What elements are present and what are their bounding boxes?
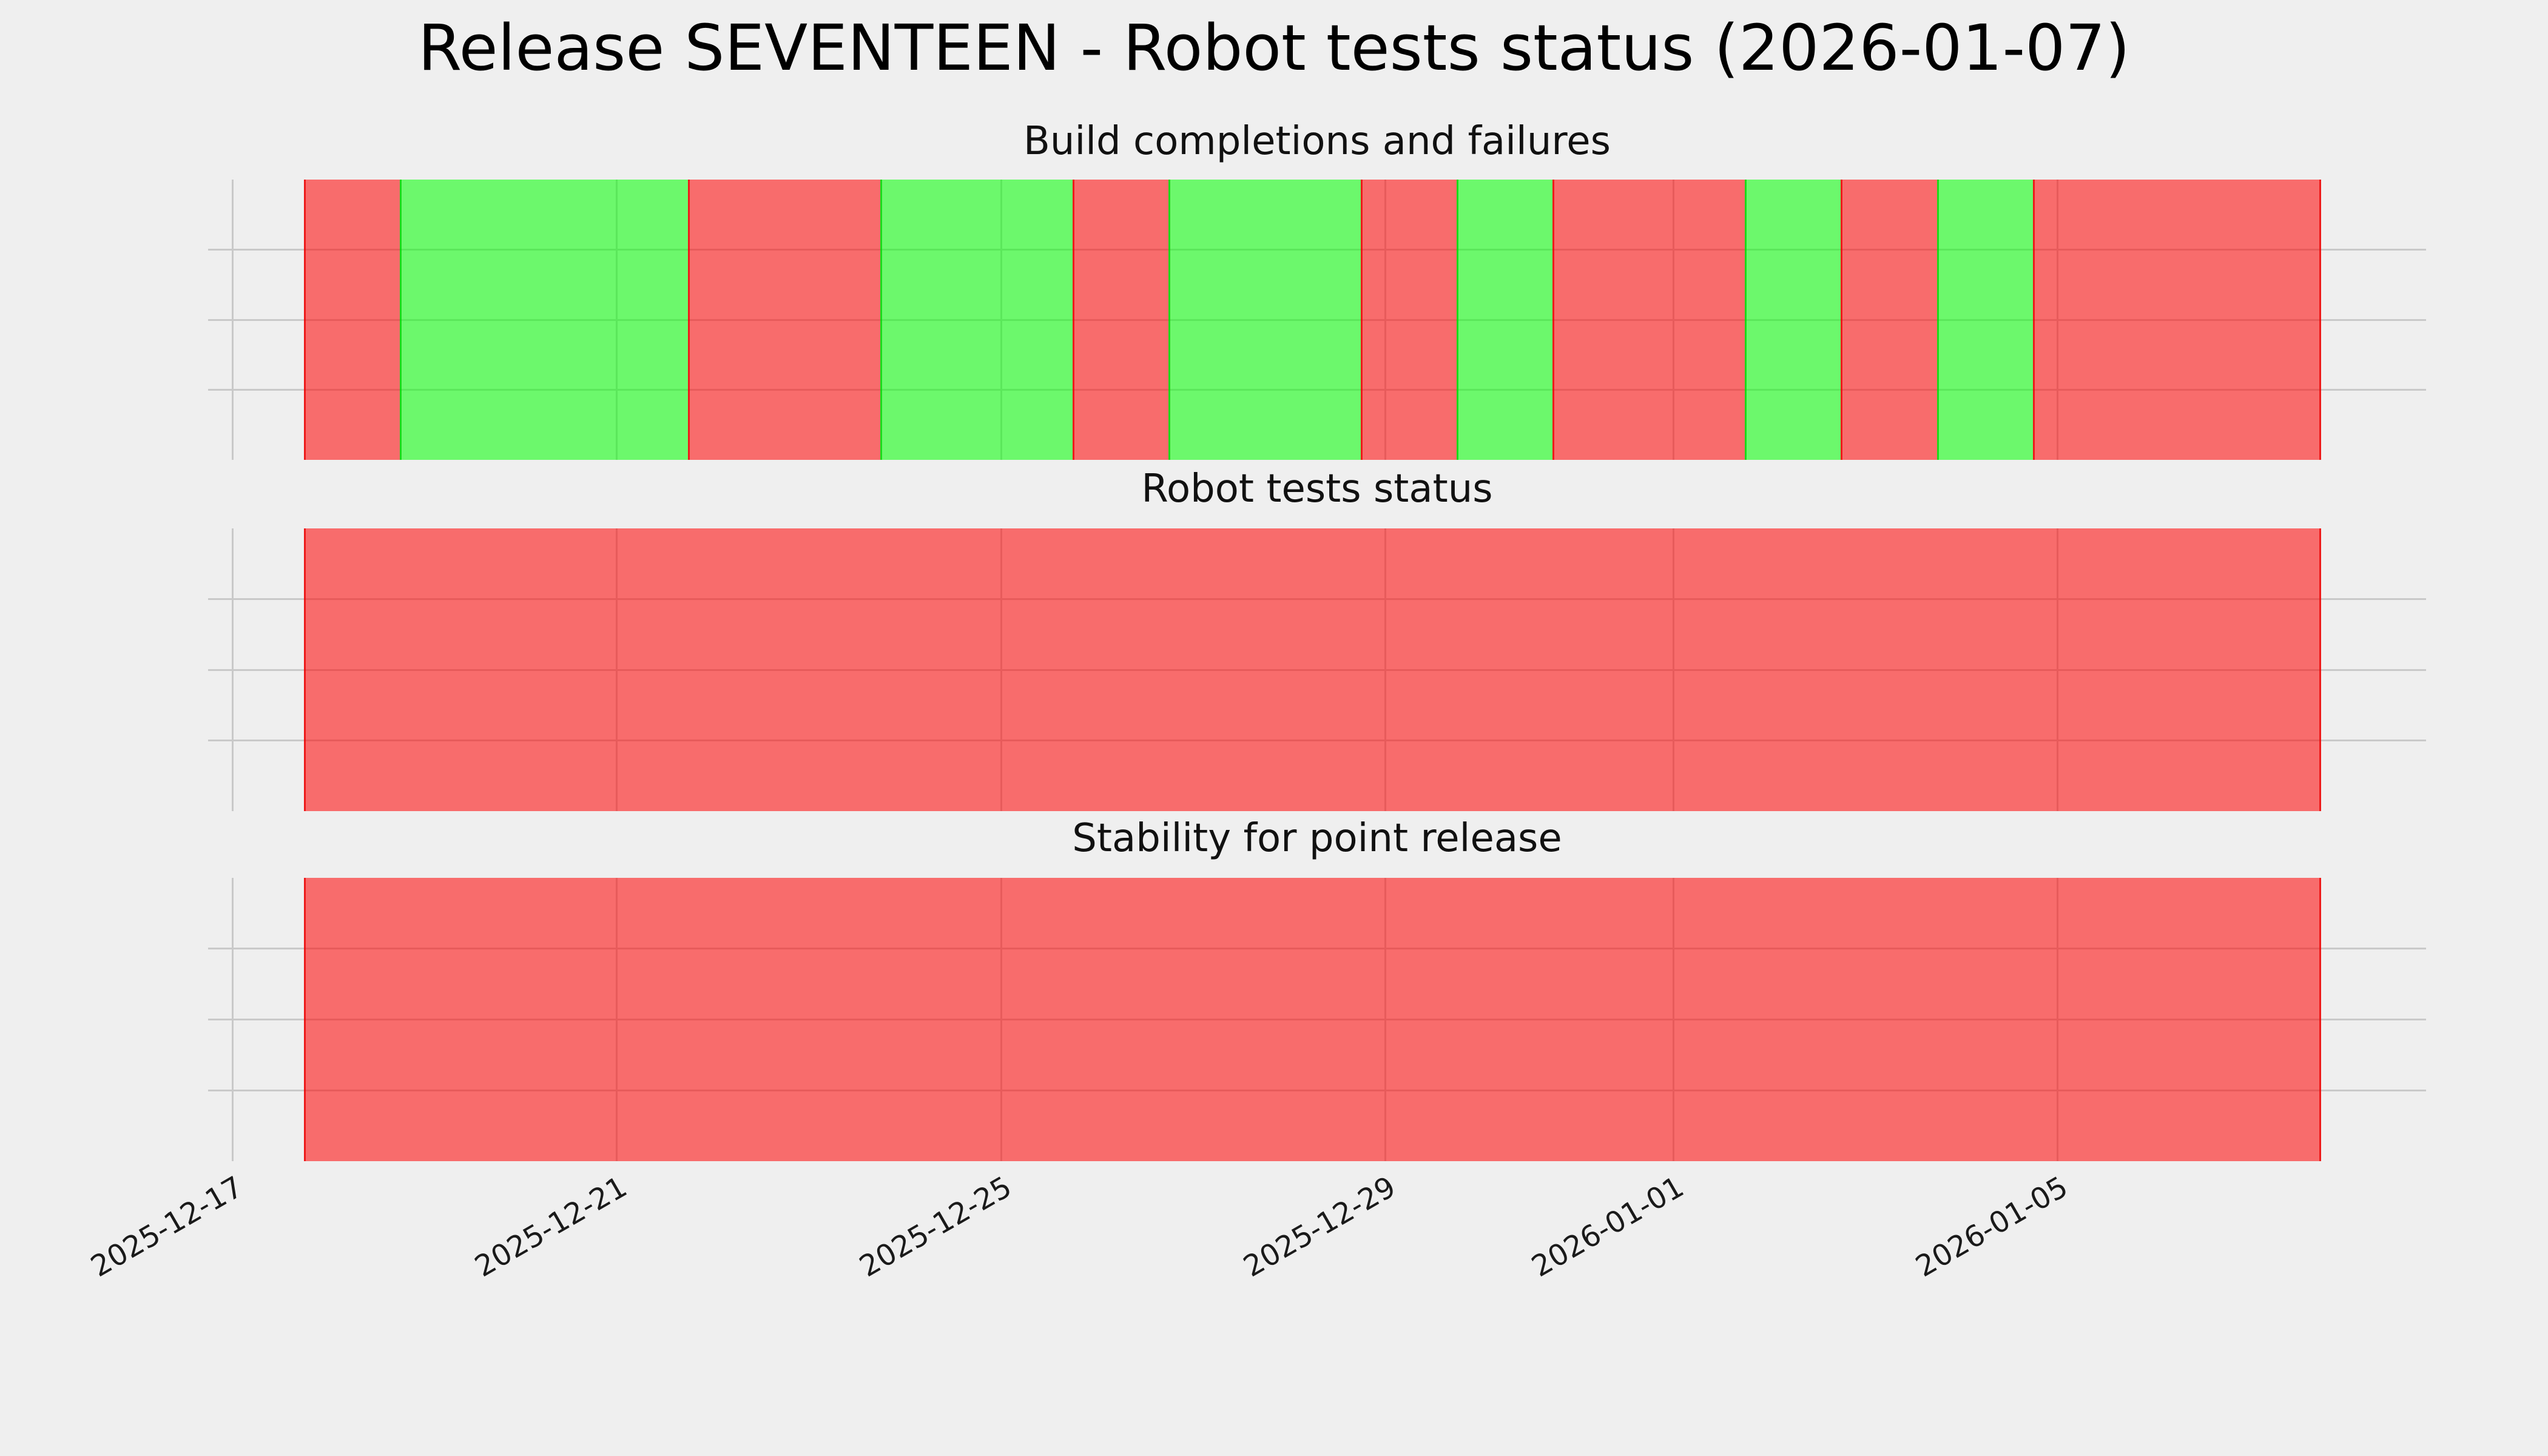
status-run-pass	[400, 180, 689, 460]
x-tick-label: 2025-12-17	[85, 1170, 249, 1284]
status-run-pass	[1936, 180, 2033, 460]
axes-stability	[208, 878, 2426, 1161]
grid-line-vertical	[231, 528, 234, 811]
status-run-fail	[1841, 180, 1937, 460]
grid-line-vertical	[231, 180, 234, 460]
status-run-fail	[1552, 180, 1745, 460]
x-tick-label: 2025-12-29	[1238, 1170, 1401, 1284]
x-tick-label: 2026-01-05	[1910, 1170, 2074, 1284]
grid-line-vertical	[231, 878, 234, 1161]
axes-build-completions	[208, 180, 2426, 460]
status-run-fail	[1072, 180, 1168, 460]
status-run-fail	[304, 878, 2321, 1161]
x-tick-label: 2025-12-21	[469, 1170, 633, 1284]
subplot-title-build-completions: Build completions and failures	[1023, 119, 1611, 164]
status-run-fail	[2033, 180, 2321, 460]
status-run-fail	[688, 180, 880, 460]
subplot-title-stability: Stability for point release	[1072, 816, 1562, 861]
status-run-fail	[1360, 180, 1457, 460]
status-run-pass	[1745, 180, 1841, 460]
status-run-fail	[304, 528, 2321, 811]
status-run-pass	[880, 180, 1073, 460]
axes-robot-tests	[208, 528, 2426, 811]
x-tick-label: 2025-12-25	[854, 1170, 1017, 1284]
status-run-fail	[304, 180, 400, 460]
figure-title: Release SEVENTEEN - Robot tests status (…	[417, 11, 2130, 85]
status-run-pass	[1457, 180, 1553, 460]
subplot-title-robot-tests: Robot tests status	[1141, 467, 1493, 511]
status-run-pass	[1168, 180, 1361, 460]
x-tick-label: 2026-01-01	[1526, 1170, 1690, 1284]
